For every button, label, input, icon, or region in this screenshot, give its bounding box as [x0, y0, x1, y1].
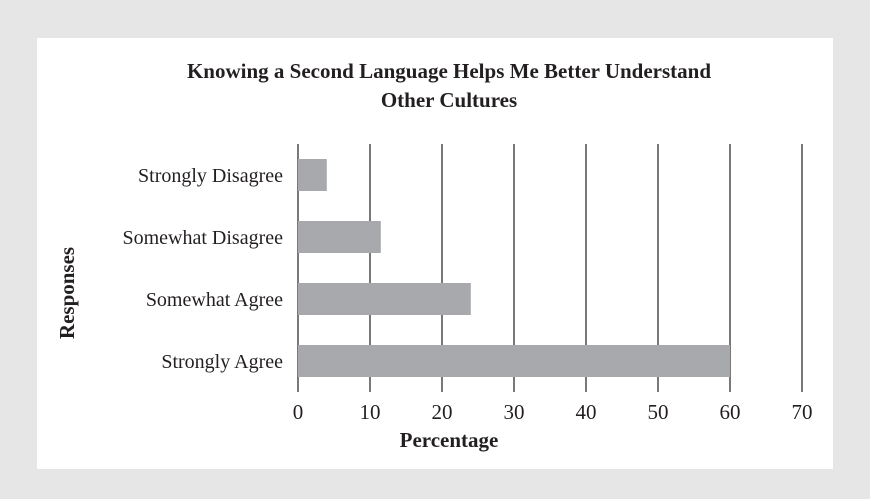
- category-label-somewhat-agree: Somewhat Agree: [146, 289, 283, 311]
- y-axis-title: Responses: [55, 247, 79, 339]
- chart-panel: Knowing a Second Language Helps Me Bette…: [37, 38, 833, 469]
- x-tick-labels: 0 10 20 30 40 50 60 70: [293, 400, 813, 424]
- category-labels: Strongly Disagree Somewhat Disagree Somewh…: [122, 165, 283, 373]
- category-label-strongly-disagree: Strongly Disagree: [138, 165, 283, 187]
- x-tick-label-40: 40: [576, 400, 597, 424]
- x-tick-label-20: 20: [432, 400, 453, 424]
- bar-strongly-agree: [298, 345, 730, 377]
- x-tick-label-60: 60: [720, 400, 741, 424]
- x-tick-label-0: 0: [293, 400, 304, 424]
- x-tick-label-70: 70: [792, 400, 813, 424]
- x-tick-label-30: 30: [504, 400, 525, 424]
- bar-somewhat-disagree: [298, 221, 381, 253]
- category-label-somewhat-disagree: Somewhat Disagree: [122, 227, 283, 249]
- x-tick-label-50: 50: [648, 400, 669, 424]
- bar-strongly-disagree: [298, 159, 327, 191]
- bar-chart: Knowing a Second Language Helps Me Bette…: [55, 59, 813, 452]
- x-tick-label-10: 10: [360, 400, 381, 424]
- category-label-strongly-agree: Strongly Agree: [161, 351, 283, 373]
- bar-somewhat-agree: [298, 283, 471, 315]
- gridlines: [297, 144, 803, 392]
- x-axis-title: Percentage: [400, 428, 499, 452]
- bars: [298, 159, 730, 377]
- chart-title-line-1: Knowing a Second Language Helps Me Bette…: [187, 59, 711, 83]
- chart-title-line-2: Other Cultures: [381, 88, 517, 112]
